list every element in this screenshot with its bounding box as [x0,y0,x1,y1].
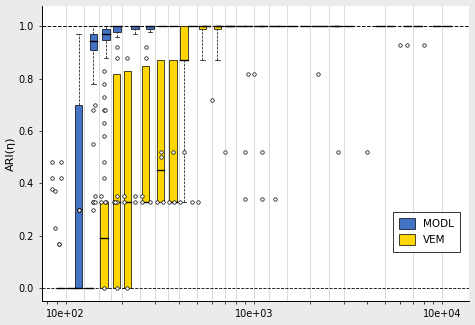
Bar [75,105,82,288]
Bar [132,26,139,29]
Bar [142,66,150,202]
Bar [146,26,154,29]
Bar [113,73,120,288]
Bar [199,26,206,29]
Bar [180,26,188,60]
Bar [170,60,177,202]
Bar [100,202,108,288]
Bar [124,71,131,288]
Legend: MODL, VEM: MODL, VEM [393,212,460,252]
Bar [102,29,110,40]
Bar [213,26,221,29]
Bar [90,34,97,50]
Bar [157,60,164,202]
Bar [113,26,121,32]
Y-axis label: ARI(η): ARI(η) [6,136,16,171]
